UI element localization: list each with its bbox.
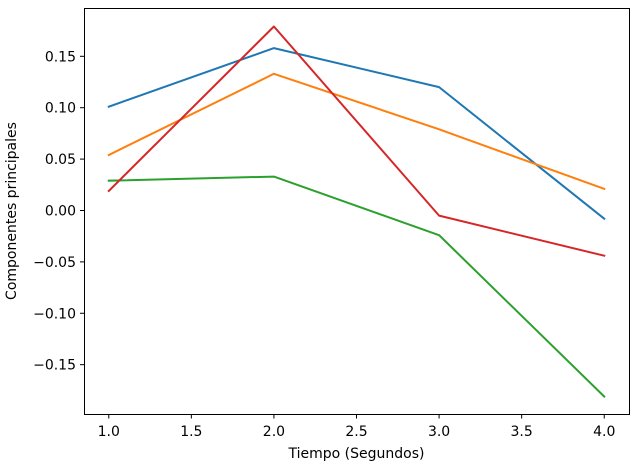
x-tick-label: 2.5 <box>345 424 367 440</box>
y-tick-label: −0.05 <box>33 255 76 271</box>
y-tick-label: 0.05 <box>45 152 76 168</box>
x-axis-label: Tiempo (Segundos) <box>288 446 425 462</box>
y-axis-label: Componentes principales <box>4 122 20 300</box>
y-axis: −0.15 −0.10 −0.05 0.00 0.05 0.10 0.15 <box>33 49 85 374</box>
series-line-2 <box>107 72 606 191</box>
x-tick-label: 1.5 <box>180 424 202 440</box>
x-tick-label: 2.0 <box>263 424 285 440</box>
y-tick-label: −0.15 <box>33 358 76 374</box>
x-tick-label: 3.0 <box>428 424 450 440</box>
y-tick-label: 0.15 <box>45 49 76 65</box>
y-tick-label: −0.10 <box>33 306 76 322</box>
x-tick-label: 3.5 <box>511 424 533 440</box>
y-tick-label: 0.10 <box>45 101 76 117</box>
series-line-4 <box>107 25 606 257</box>
x-axis: 1.0 1.5 2.0 2.5 3.0 3.5 4.0 <box>98 414 615 440</box>
plot-frame <box>84 8 630 415</box>
x-tick-label: 4.0 <box>593 424 615 440</box>
x-tick-label: 1.0 <box>98 424 120 440</box>
y-tick-label: 0.00 <box>45 203 76 219</box>
series-layer <box>107 25 606 398</box>
series-line-1 <box>107 47 606 221</box>
series-line-3 <box>107 175 606 398</box>
